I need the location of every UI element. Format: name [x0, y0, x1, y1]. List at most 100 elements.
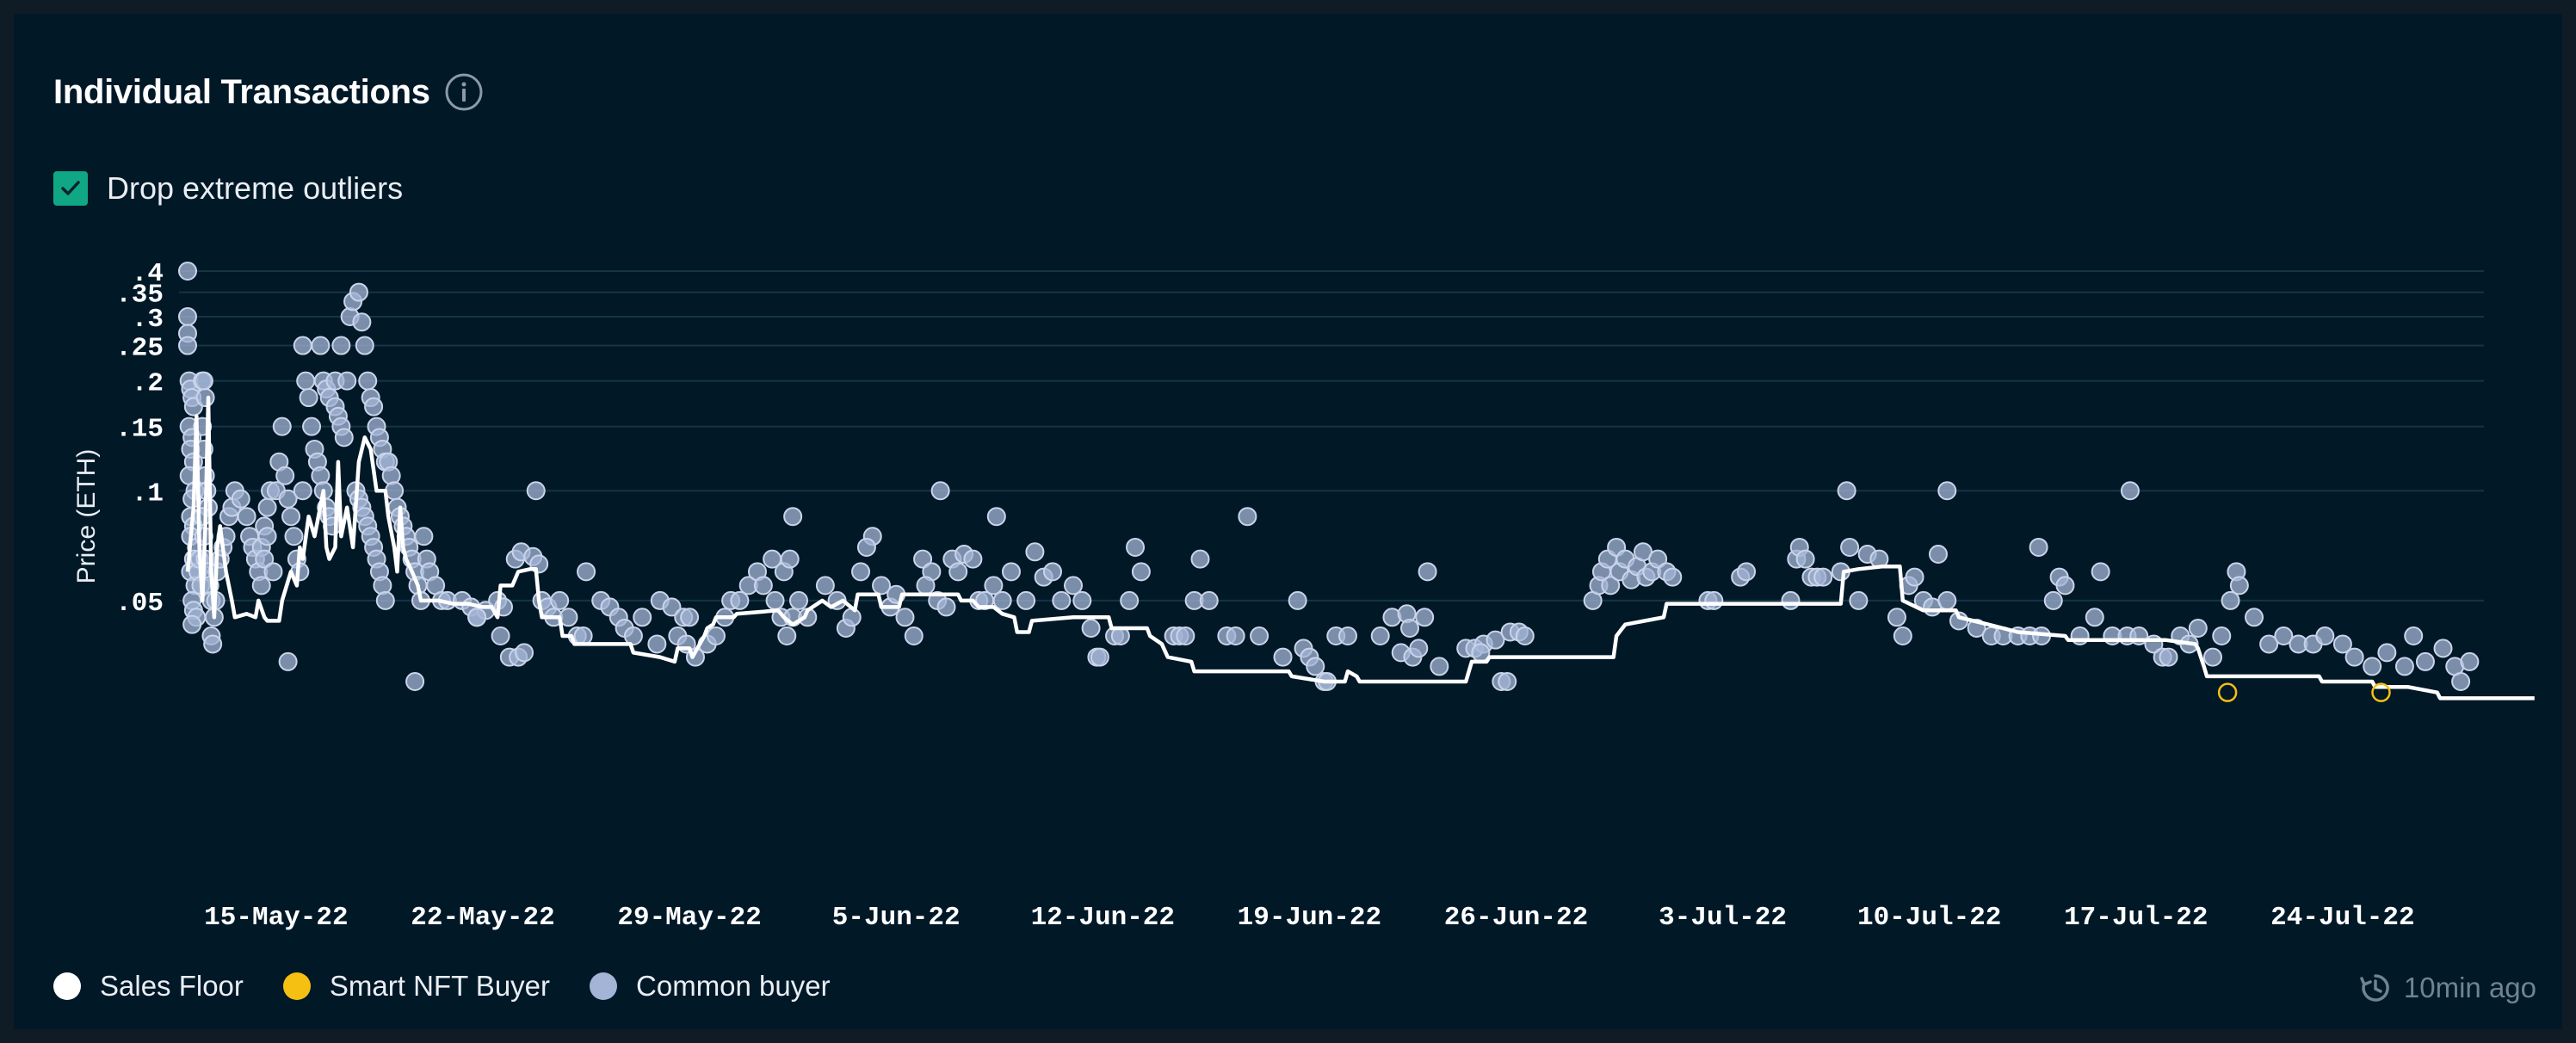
common-buyer-point[interactable]	[777, 626, 797, 645]
common-buyer-point[interactable]	[1190, 549, 1210, 569]
smart-buyer-point[interactable]	[2217, 682, 2238, 702]
common-buyer-point[interactable]	[1663, 567, 1683, 587]
common-buyer-point[interactable]	[1409, 639, 1429, 658]
common-buyer-point[interactable]	[2212, 626, 2232, 645]
common-buyer-point[interactable]	[2202, 647, 2222, 667]
common-buyer-point[interactable]	[992, 590, 1012, 610]
common-buyer-point[interactable]	[334, 428, 354, 447]
common-buyer-point[interactable]	[789, 590, 809, 610]
common-buyer-point[interactable]	[178, 306, 197, 326]
common-buyer-point[interactable]	[1837, 481, 1856, 501]
common-buyer-point[interactable]	[1025, 542, 1045, 562]
common-buyer-point[interactable]	[1781, 590, 1801, 610]
common-buyer-point[interactable]	[573, 626, 593, 645]
common-buyer-point[interactable]	[1273, 647, 1293, 667]
common-buyer-point[interactable]	[2085, 608, 2104, 627]
common-buyer-point[interactable]	[930, 481, 950, 501]
common-buyer-point[interactable]	[364, 397, 384, 417]
common-buyer-point[interactable]	[194, 371, 213, 391]
common-buyer-point[interactable]	[373, 576, 392, 596]
common-buyer-point[interactable]	[381, 466, 401, 485]
common-buyer-point[interactable]	[783, 507, 803, 527]
outlier-filter[interactable]: Drop extreme outliers	[53, 170, 403, 207]
common-buyer-point[interactable]	[2043, 590, 2063, 610]
common-buyer-point[interactable]	[2451, 671, 2471, 691]
common-buyer-point[interactable]	[662, 597, 682, 617]
common-buyer-point[interactable]	[293, 336, 312, 355]
common-buyer-point[interactable]	[1120, 590, 1140, 610]
common-buyer-point[interactable]	[2415, 651, 2435, 671]
common-buyer-point[interactable]	[2332, 634, 2352, 654]
legend-item-smart-nft-buyer[interactable]: Smart NFT Buyer	[282, 970, 550, 1003]
common-buyer-point[interactable]	[231, 489, 250, 509]
common-buyer-point[interactable]	[730, 590, 750, 610]
common-buyer-point[interactable]	[1042, 562, 1062, 582]
common-buyer-point[interactable]	[577, 562, 596, 582]
common-buyer-point[interactable]	[515, 643, 534, 663]
common-buyer-point[interactable]	[302, 417, 322, 436]
common-buyer-point[interactable]	[1250, 626, 1269, 645]
common-buyer-point[interactable]	[1849, 590, 1869, 610]
common-buyer-point[interactable]	[352, 312, 372, 332]
common-buyer-point[interactable]	[491, 626, 510, 645]
common-buyer-point[interactable]	[195, 388, 215, 408]
common-buyer-point[interactable]	[647, 634, 667, 654]
common-buyer-point[interactable]	[1498, 671, 1517, 691]
common-buyer-point[interactable]	[2029, 537, 2048, 557]
common-buyer-point[interactable]	[2070, 626, 2090, 645]
common-buyer-point[interactable]	[1887, 608, 1906, 627]
common-buyer-point[interactable]	[1052, 590, 1072, 610]
common-buyer-point[interactable]	[706, 626, 726, 645]
common-buyer-point[interactable]	[182, 614, 202, 634]
legend-item-common-buyer[interactable]: Common buyer	[590, 970, 831, 1003]
common-buyer-point[interactable]	[550, 590, 570, 610]
common-buyer-point[interactable]	[293, 481, 312, 501]
common-buyer-point[interactable]	[375, 590, 395, 610]
common-buyer-point[interactable]	[2315, 626, 2335, 645]
common-buyer-point[interactable]	[2404, 626, 2424, 645]
common-buyer-point[interactable]	[311, 336, 330, 355]
common-buyer-point[interactable]	[385, 481, 405, 501]
outlier-checkbox[interactable]	[53, 171, 88, 206]
common-buyer-point[interactable]	[255, 549, 275, 569]
common-buyer-point[interactable]	[2159, 647, 2178, 667]
common-buyer-point[interactable]	[986, 507, 1006, 527]
common-buyer-point[interactable]	[1126, 537, 1146, 557]
common-buyer-point[interactable]	[275, 466, 295, 485]
common-buyer-point[interactable]	[851, 562, 871, 582]
common-buyer-point[interactable]	[1430, 657, 1449, 676]
common-buyer-point[interactable]	[856, 537, 876, 557]
common-buyer-point[interactable]	[1415, 608, 1435, 627]
common-buyer-point[interactable]	[251, 576, 271, 596]
common-buyer-point[interactable]	[895, 608, 915, 627]
common-buyer-point[interactable]	[2120, 481, 2140, 501]
common-buyer-point[interactable]	[178, 262, 197, 281]
common-buyer-point[interactable]	[1648, 549, 1668, 569]
common-buyer-point[interactable]	[936, 597, 956, 617]
common-buyer-point[interactable]	[272, 417, 292, 436]
common-buyer-point[interactable]	[1737, 562, 1757, 582]
common-buyer-point[interactable]	[948, 562, 968, 582]
common-buyer-point[interactable]	[963, 549, 983, 569]
common-buyer-point[interactable]	[311, 466, 330, 485]
common-buyer-point[interactable]	[680, 608, 700, 627]
common-buyer-point[interactable]	[913, 549, 933, 569]
common-buyer-point[interactable]	[1131, 562, 1151, 582]
common-buyer-point[interactable]	[2460, 651, 2480, 671]
common-buyer-point[interactable]	[1928, 545, 1948, 565]
common-buyer-point[interactable]	[1893, 626, 1912, 645]
common-buyer-point[interactable]	[414, 527, 434, 546]
common-buyer-point[interactable]	[237, 507, 256, 527]
common-buyer-point[interactable]	[1813, 567, 1833, 587]
common-buyer-point[interactable]	[2363, 657, 2382, 676]
common-buyer-point[interactable]	[1937, 590, 1957, 610]
common-buyer-point[interactable]	[916, 576, 936, 596]
common-buyer-point[interactable]	[1418, 562, 1437, 582]
common-buyer-point[interactable]	[2221, 590, 2240, 610]
common-buyer-point[interactable]	[284, 527, 304, 546]
common-buyer-point[interactable]	[1840, 537, 1860, 557]
common-buyer-point[interactable]	[467, 608, 487, 627]
common-buyer-point[interactable]	[1515, 626, 1535, 645]
common-buyer-point[interactable]	[753, 576, 773, 596]
common-buyer-point[interactable]	[2274, 626, 2294, 645]
